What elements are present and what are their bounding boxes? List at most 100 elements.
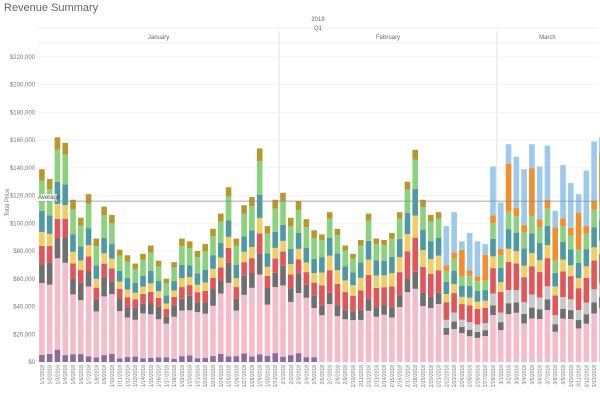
bar-segment xyxy=(567,265,574,277)
bar-segment xyxy=(451,284,457,294)
x-tick-label: 1/8/2018 xyxy=(94,365,100,385)
bar-segment xyxy=(536,272,543,298)
bar-segment xyxy=(591,247,597,261)
bar-segment xyxy=(272,231,279,248)
page-title: Revenue Summary xyxy=(4,2,99,14)
bar-segment xyxy=(303,248,310,263)
bar-segment xyxy=(521,277,527,303)
x-tick-label: 1/3/2018 xyxy=(55,365,61,385)
bar-segment xyxy=(155,319,162,358)
bar-segment xyxy=(381,275,387,288)
y-tick-label: $220,000 xyxy=(10,55,36,61)
y-axis-title: Total Price xyxy=(5,188,11,217)
bar-segment xyxy=(155,357,162,362)
bar-segment xyxy=(202,244,209,252)
bar-segment xyxy=(326,292,333,305)
bar-segment xyxy=(155,266,162,282)
bar-segment xyxy=(163,303,170,309)
bar-segment xyxy=(490,315,496,362)
bar-segment xyxy=(319,272,325,286)
bar-segment xyxy=(536,242,543,261)
bar-segment xyxy=(101,277,107,297)
bar-segment xyxy=(459,304,465,320)
bar-segment xyxy=(389,273,395,287)
bar-segment xyxy=(62,205,69,219)
bar-segment xyxy=(451,329,457,362)
bar-segment xyxy=(186,265,193,278)
bar-segment xyxy=(210,289,216,306)
bar-segment xyxy=(147,270,154,284)
bar-segment xyxy=(272,272,279,288)
bar-segment xyxy=(116,255,123,271)
x-tick-label: 2/3/2018 xyxy=(297,365,303,385)
bar-segment xyxy=(412,271,419,289)
bar-segment xyxy=(567,183,574,228)
bar-segment xyxy=(77,282,84,301)
bar-segment xyxy=(311,308,317,358)
bar-segment xyxy=(46,353,53,362)
bar-segment xyxy=(295,273,302,294)
bar-segment xyxy=(466,233,473,271)
bar-segment xyxy=(427,273,434,297)
bar-segment xyxy=(202,313,209,358)
bar-segment xyxy=(171,316,177,359)
bar-segment xyxy=(342,280,349,293)
bar-segment xyxy=(396,272,403,296)
bar-segment xyxy=(567,319,574,362)
bar-segment xyxy=(303,262,310,273)
bar-segment xyxy=(396,238,403,258)
bar-segment xyxy=(62,355,69,362)
bar-segment xyxy=(233,287,240,299)
x-tick-label: 1/13/2018 xyxy=(133,365,139,387)
bar-segment xyxy=(497,291,504,313)
bar-segment xyxy=(459,276,465,286)
bar-segment xyxy=(412,215,419,238)
bar-segment xyxy=(77,300,84,355)
bar-segment xyxy=(171,262,177,268)
bar-segment xyxy=(194,284,201,293)
bar-segment xyxy=(85,356,92,362)
bar-segment xyxy=(116,288,123,299)
bar-segment xyxy=(560,165,566,219)
bar-segment xyxy=(575,320,582,329)
bar-segment xyxy=(319,234,325,241)
bar-segment xyxy=(575,309,582,321)
bar-segment xyxy=(443,319,450,329)
bar-segment xyxy=(46,233,53,247)
average-label-bg xyxy=(37,194,57,202)
bar-segment xyxy=(264,355,271,362)
x-tick-label: 3/8/2018 xyxy=(553,365,559,385)
bar-segment xyxy=(93,299,100,312)
bar-segment xyxy=(225,282,232,357)
bar-segment xyxy=(342,310,349,320)
bar-segment xyxy=(295,248,302,260)
bar-segment xyxy=(140,303,146,314)
bar-segment xyxy=(451,258,457,271)
bar-segment xyxy=(474,308,481,325)
bar-segment xyxy=(241,294,247,354)
x-tick-label: 1/30/2018 xyxy=(265,365,271,387)
bar-segment xyxy=(311,230,317,239)
bar-segment xyxy=(451,293,457,313)
y-tick-label: $160,000 xyxy=(10,138,36,144)
bar-segment xyxy=(505,229,512,249)
y-tick-label: $20,000 xyxy=(13,332,35,338)
bar-segment xyxy=(256,217,263,234)
bar-segment xyxy=(202,357,209,362)
bar-segment xyxy=(202,290,209,303)
bar-segment xyxy=(116,298,123,312)
bar-segment xyxy=(497,282,504,292)
bar-segment xyxy=(560,218,566,227)
bar-segment xyxy=(497,267,504,283)
bar-segment xyxy=(77,270,84,283)
bar-segment xyxy=(536,260,543,273)
bar-segment xyxy=(529,144,535,169)
y-tick-label: $120,000 xyxy=(10,194,36,200)
x-tick-label: 1/11/2018 xyxy=(118,365,124,387)
x-tick-label: 1/9/2018 xyxy=(102,365,108,385)
bar-segment xyxy=(249,272,255,288)
bar-segment xyxy=(62,218,69,238)
bar-segment xyxy=(272,199,279,209)
bar-segment xyxy=(451,321,457,330)
bar-segment xyxy=(350,258,356,273)
